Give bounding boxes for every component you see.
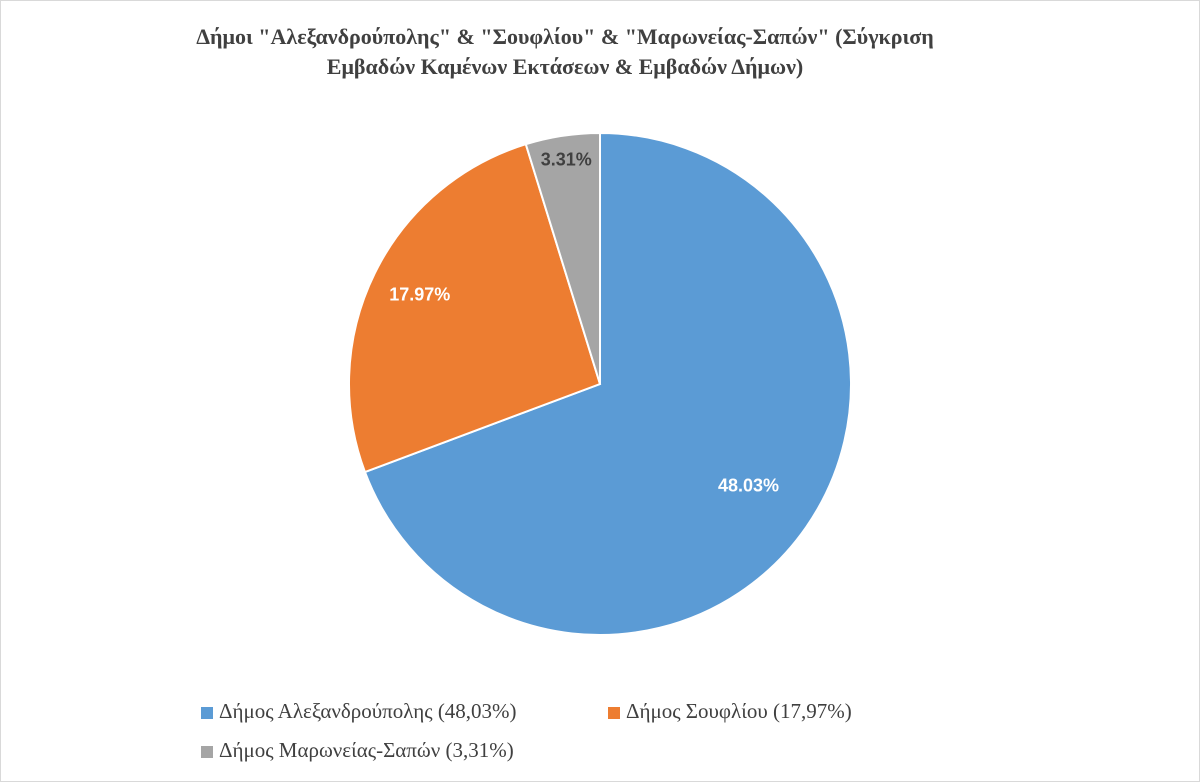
chart-title: Δήμοι "Αλεξανδρούπολης" & "Σουφλίου" & "… [196, 24, 934, 49]
legend-label: Δήμος Σουφλίου (17,97%) [626, 699, 852, 723]
pie-slice [363, 131, 852, 636]
chart-title: Εμβαδών Καμένων Εκτάσεων & Εμβαδών Δήμων… [327, 54, 803, 79]
pie-slice [524, 131, 601, 385]
data-label: 3.31% [541, 149, 592, 169]
data-label: 17.97% [389, 284, 450, 304]
pie-slice [348, 142, 602, 474]
data-label: 48.03% [718, 476, 779, 496]
legend-swatch [608, 707, 620, 719]
legend-swatch [201, 707, 213, 719]
legend-label: Δήμος Αλεξανδρούπολης (48,03%) [219, 699, 517, 723]
legend-label: Δήμος Μαρωνείας-Σαπών (3,31%) [219, 738, 514, 762]
legend-swatch [201, 746, 213, 758]
